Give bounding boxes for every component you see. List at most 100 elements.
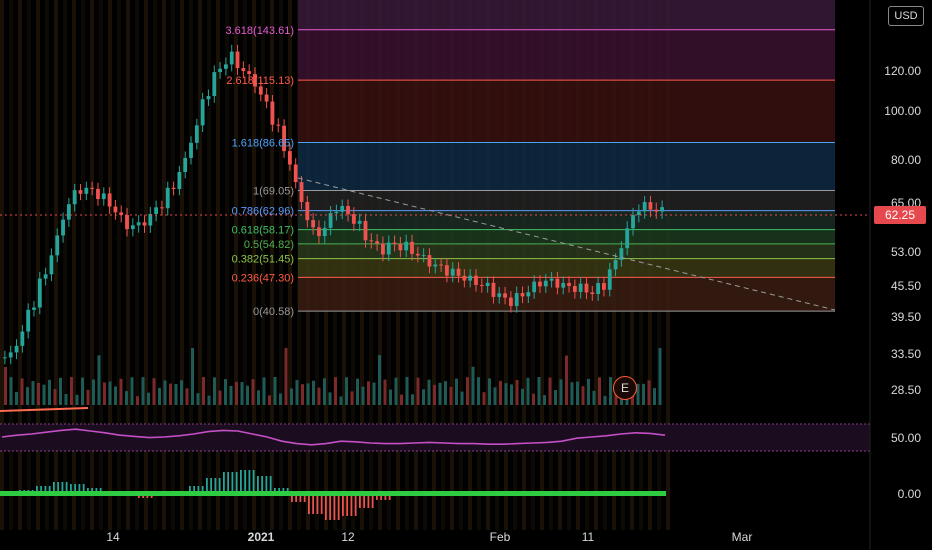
candle-body [474, 275, 478, 285]
volume-bar [658, 348, 662, 405]
volume-bar [614, 392, 618, 405]
volume-bar [4, 367, 7, 405]
candle-body [148, 213, 153, 226]
stripe [270, 0, 274, 530]
rsi-band [0, 424, 870, 451]
volume-bar [636, 383, 640, 405]
candle-body [119, 212, 124, 216]
volume-bar [246, 385, 249, 405]
stripe [90, 0, 94, 530]
currency-button[interactable]: USD [888, 6, 924, 26]
candle-body [567, 282, 571, 286]
volume-bar [598, 377, 601, 405]
volume-bar [268, 395, 271, 405]
volume-bar [532, 393, 535, 405]
fib-zone [298, 190, 835, 211]
candle-body [398, 244, 403, 251]
candle-body [456, 268, 461, 276]
stripe [81, 0, 85, 530]
volume-bar [75, 394, 79, 405]
volume-bar [169, 383, 172, 405]
volume-bar [103, 382, 106, 405]
candle-body [125, 215, 129, 230]
candle-body [154, 207, 159, 214]
macd-bar [197, 486, 200, 494]
volume-bar [642, 383, 645, 405]
macd-bar [299, 494, 302, 502]
candle-body [439, 264, 443, 266]
volume-bar [510, 384, 513, 405]
fib-zone [298, 210, 835, 230]
candle-body [264, 94, 269, 102]
price-tick: 100.00 [884, 104, 921, 118]
candle-body [66, 204, 71, 220]
volume-bar [15, 391, 18, 405]
price-axis: 120.00100.0080.0065.0053.0045.5039.5033.… [884, 64, 921, 501]
fib-zone [298, 0, 835, 30]
stripe [180, 0, 184, 530]
price-tick: 80.00 [891, 153, 921, 167]
candle-body [130, 225, 135, 230]
rsi-annotation [0, 407, 89, 412]
fib-label: 0(40.58) [253, 306, 294, 318]
earnings-icon[interactable]: E [613, 376, 637, 400]
candle-body [171, 187, 176, 190]
candle-body [194, 125, 199, 143]
candle-body [218, 68, 222, 73]
candle-body [3, 357, 7, 359]
stripe [279, 0, 283, 530]
volume-bar [361, 386, 365, 405]
candle-body [72, 190, 77, 205]
volume-bar [444, 381, 447, 405]
volume-bar [70, 377, 73, 405]
volume-bar [158, 387, 161, 405]
macd-bar [44, 486, 47, 494]
volume-bar [20, 378, 24, 405]
candle-body [468, 275, 473, 281]
volume-bar [372, 382, 376, 405]
candle-body [317, 227, 321, 237]
fib-zone [298, 29, 835, 81]
fib-label: 0.618(58.17) [232, 225, 294, 237]
macd-bar [333, 494, 336, 520]
stripe [261, 0, 265, 530]
volume-bar [163, 380, 167, 405]
macd-bar [350, 494, 353, 516]
candle-body [532, 281, 537, 293]
macd-panel [0, 470, 666, 520]
candle-body [142, 222, 147, 226]
macd-bar [295, 494, 298, 502]
macd-bar [342, 494, 344, 516]
macd-bar [189, 486, 191, 494]
macd-line [0, 491, 666, 496]
candle-body [84, 187, 89, 194]
macd-bar [312, 494, 315, 514]
candle-body [636, 211, 641, 216]
volume-bar [213, 377, 216, 405]
macd-bar [218, 478, 221, 494]
candle-body [229, 51, 234, 65]
macd-bar [325, 494, 327, 520]
volume-bar [416, 377, 420, 405]
stripe [135, 0, 139, 530]
candle-body [497, 293, 502, 297]
candle-body [26, 309, 31, 332]
candle-body [445, 265, 449, 276]
macd-bar [244, 470, 247, 494]
volume-bar [543, 395, 546, 405]
volume-bar [455, 378, 458, 405]
candle-body [55, 235, 60, 256]
stripe [72, 0, 76, 530]
candle-body [351, 214, 356, 224]
candle-body [189, 142, 193, 158]
stripe [288, 0, 292, 530]
candle-body [206, 96, 211, 100]
volume-bar [235, 381, 238, 405]
candle-body [631, 215, 635, 229]
rsi-line [1, 428, 666, 446]
volume-bar [345, 377, 348, 405]
volume-bar [383, 379, 387, 405]
volume-bar [526, 377, 530, 405]
volume-bar [108, 381, 112, 405]
